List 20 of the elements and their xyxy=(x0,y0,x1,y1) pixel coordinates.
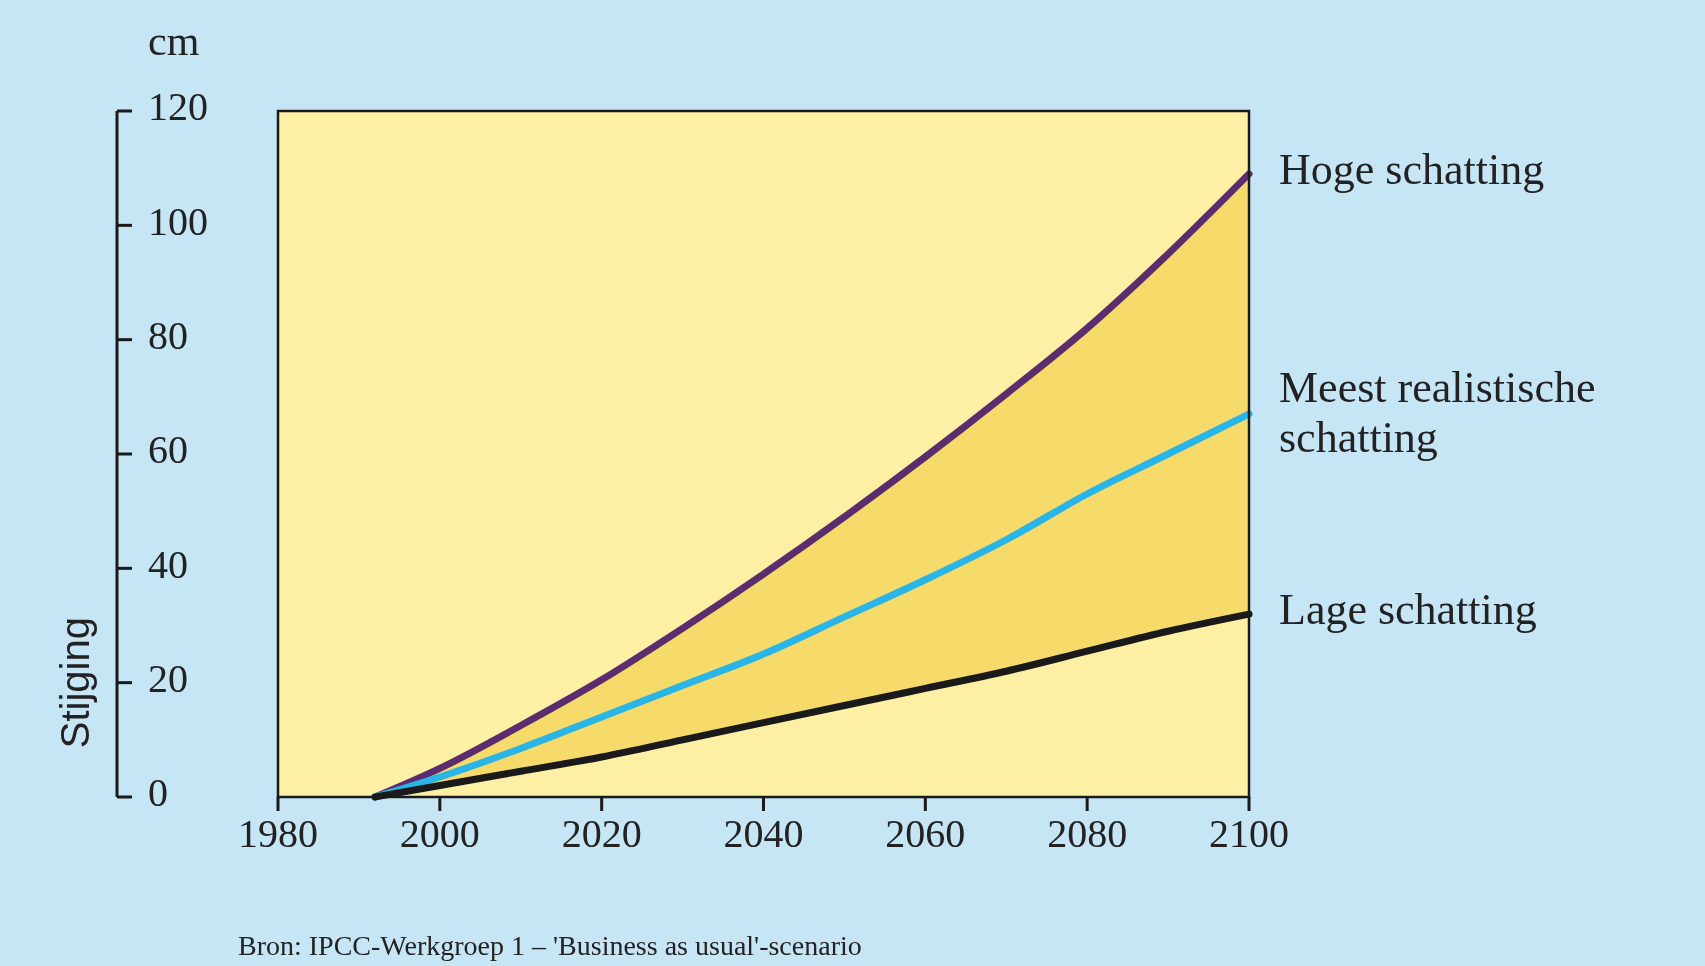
x-tick-label: 2000 xyxy=(399,811,480,856)
y-axis-title: Stijging xyxy=(52,617,97,749)
text: cm xyxy=(148,18,200,64)
x-tick-label: 1980 xyxy=(238,811,318,856)
y-tick-label: 20 xyxy=(148,655,188,701)
y-tick-label: 0 xyxy=(148,770,168,816)
x-tick-label: 2060 xyxy=(885,811,966,856)
x-tick-label: 2080 xyxy=(1047,811,1128,856)
series-label: Meest realistische schatting xyxy=(1279,363,1596,463)
y-tick-label: 40 xyxy=(148,541,188,587)
y-tick-label: 120 xyxy=(148,84,208,130)
x-tick-label: 2040 xyxy=(723,811,804,856)
series-label: Lage schatting xyxy=(1279,585,1537,635)
y-tick-label: 60 xyxy=(148,427,188,473)
text: Bron: IPCC-Werkgroep 1 – 'Business as usual'-scenario xyxy=(238,930,862,961)
x-tick-label: 2100 xyxy=(1209,811,1289,856)
x-tick-label: 2020 xyxy=(561,811,642,856)
y-tick-label: 100 xyxy=(148,198,208,244)
y-tick-label: 80 xyxy=(148,312,188,358)
series-label: Hoge schatting xyxy=(1279,144,1545,194)
